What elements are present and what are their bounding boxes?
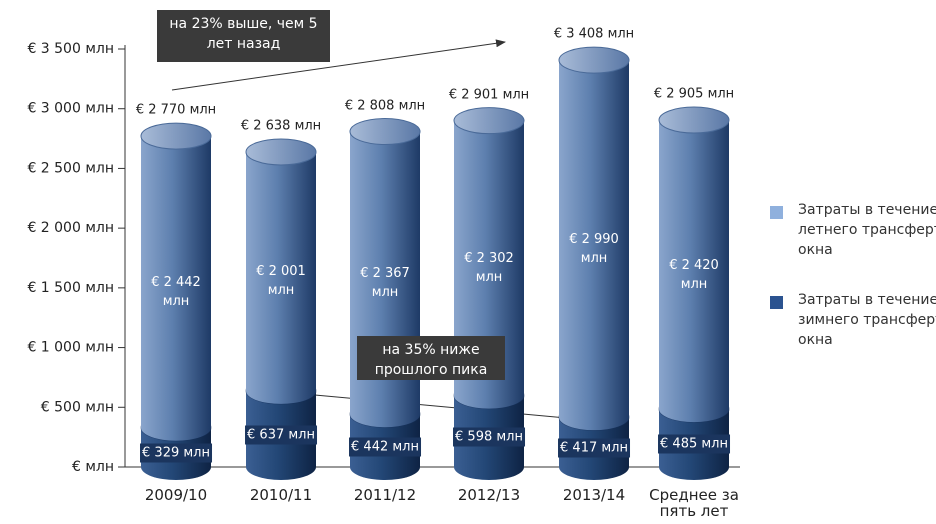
bar-segment (140, 122, 212, 441)
y-tick-label: € 2 500 млн (27, 160, 114, 176)
x-tick-label: 2010/11 (249, 486, 313, 504)
value-label: € 2 990 млн (569, 231, 619, 266)
x-tick-label: 2013/14 (562, 486, 626, 504)
value-label: € 2 442 млн (151, 274, 201, 309)
value-label: € 637 млн (245, 425, 317, 445)
total-label: € 2 905 млн (653, 86, 735, 102)
value-label: € 329 млн (140, 443, 212, 463)
arrow (281, 391, 589, 424)
total-label: € 2 770 млн (135, 102, 217, 118)
bar-segment (245, 138, 317, 404)
arrow (171, 39, 506, 91)
annotation: на 23% выше, чем 5 лет назад (157, 10, 330, 62)
bar-segment (658, 106, 730, 423)
annotation: на 35% ниже прошлого пика (357, 336, 505, 380)
total-label: € 2 638 млн (240, 118, 322, 134)
legend-swatch (770, 296, 783, 309)
total-label: € 3 408 млн (553, 26, 635, 42)
value-label: € 598 млн (453, 427, 525, 447)
x-tick-label: Среднее за пять лет (649, 486, 739, 520)
total-label: € 2 901 млн (448, 87, 530, 103)
legend-swatch (770, 206, 783, 219)
value-label: € 442 млн (349, 437, 421, 457)
value-label: € 485 млн (658, 434, 730, 454)
y-tick-label: € млн (72, 459, 114, 475)
value-label: € 2 420 млн (669, 257, 719, 292)
total-label: € 2 808 млн (344, 98, 426, 114)
value-label: € 417 млн (558, 438, 630, 458)
legend-label: Затраты в течение зимнего трансфертного … (798, 292, 936, 348)
y-tick-label: € 2 000 млн (27, 220, 114, 236)
x-tick-label: 2012/13 (457, 486, 521, 504)
bar-segment (558, 46, 630, 431)
y-tick-label: € 1 500 млн (27, 280, 114, 296)
x-tick-label: 2009/10 (144, 486, 208, 504)
y-tick-label: € 3 000 млн (27, 101, 114, 117)
value-label: € 2 001 млн (256, 264, 306, 299)
value-label: € 2 302 млн (464, 251, 514, 286)
y-tick-label: € 500 млн (41, 399, 114, 415)
legend-label: Затраты в течение летнего трансфертного … (798, 202, 936, 258)
x-tick-label: 2011/12 (353, 486, 417, 504)
y-tick-label: € 3 500 млн (27, 41, 114, 57)
value-label: € 2 367 млн (360, 265, 410, 300)
y-tick-label: € 1 000 млн (27, 340, 114, 356)
